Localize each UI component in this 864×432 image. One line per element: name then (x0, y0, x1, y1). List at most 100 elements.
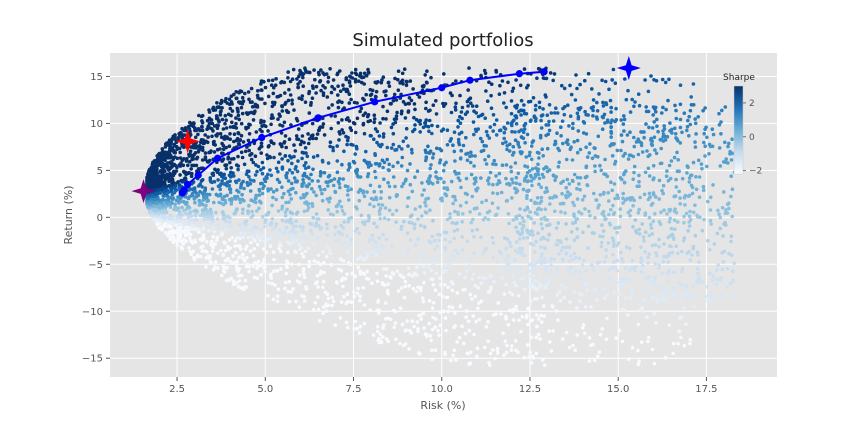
scatter-point (353, 77, 358, 82)
scatter-point (504, 317, 508, 321)
scatter-point (412, 115, 416, 120)
scatter-point (155, 208, 159, 212)
scatter-point (414, 266, 419, 270)
scatter-point (509, 165, 513, 169)
scatter-point (380, 281, 385, 285)
scatter-point (689, 183, 694, 188)
scatter-point (534, 239, 538, 244)
scatter-point (660, 77, 665, 82)
scatter-point (450, 221, 455, 225)
scatter-point (382, 177, 386, 181)
scatter-point (438, 158, 443, 162)
scatter-point (259, 120, 263, 125)
scatter-point (587, 359, 592, 363)
scatter-point (405, 231, 410, 235)
scatter-point (646, 89, 651, 94)
scatter-point (188, 236, 192, 240)
scatter-point (656, 129, 660, 134)
scatter-point (680, 283, 684, 287)
scatter-point (346, 135, 350, 140)
scatter-point (495, 182, 500, 186)
scatter-point (266, 281, 271, 285)
scatter-point (456, 125, 460, 129)
scatter-point (688, 122, 693, 127)
scatter-point (525, 193, 529, 198)
scatter-point (564, 222, 568, 226)
scatter-point (494, 174, 498, 178)
scatter-point (286, 289, 291, 294)
scatter-point (323, 290, 328, 295)
scatter-point (239, 133, 244, 138)
scatter-point (306, 205, 311, 210)
scatter-point (381, 104, 385, 109)
scatter-point (290, 77, 295, 81)
scatter-point (249, 240, 253, 245)
scatter-point (424, 156, 429, 161)
scatter-point (408, 238, 413, 242)
scatter-point (535, 212, 540, 216)
scatter-point (503, 127, 508, 131)
scatter-point (290, 161, 294, 166)
scatter-point (528, 232, 532, 237)
scatter-point (325, 245, 330, 249)
scatter-point (510, 89, 515, 93)
scatter-point (271, 297, 276, 302)
scatter-point (517, 145, 522, 149)
scatter-point (536, 162, 540, 167)
x-tick-label: 12.5 (519, 384, 541, 395)
scatter-point (646, 166, 651, 171)
scatter-point (363, 111, 368, 115)
scatter-point (241, 252, 245, 257)
scatter-point (646, 339, 650, 344)
scatter-point (511, 218, 515, 222)
scatter-point (311, 133, 315, 137)
scatter-point (381, 116, 385, 121)
scatter-point (289, 187, 293, 192)
scatter-point (678, 196, 682, 200)
scatter-point (358, 71, 363, 76)
scatter-point (483, 158, 487, 162)
scatter-point (463, 112, 468, 116)
scatter-point (623, 280, 627, 284)
scatter-point (147, 170, 151, 175)
scatter-point (196, 167, 201, 171)
scatter-point (165, 141, 169, 145)
scatter-point (477, 212, 482, 216)
scatter-point (200, 178, 205, 182)
scatter-point (560, 337, 565, 341)
scatter-point (197, 144, 201, 149)
scatter-point (520, 315, 525, 319)
scatter-point (494, 133, 499, 137)
scatter-point (362, 303, 367, 307)
scatter-point (683, 203, 687, 207)
scatter-point (310, 121, 315, 126)
scatter-point (499, 190, 504, 195)
scatter-point (426, 265, 431, 270)
scatter-point (470, 153, 474, 158)
scatter-point (210, 127, 214, 131)
scatter-point (416, 217, 420, 221)
scatter-point (502, 236, 507, 240)
scatter-point (189, 123, 193, 127)
scatter-point (652, 277, 657, 282)
scatter-point (471, 217, 475, 222)
scatter-point (422, 188, 426, 192)
scatter-point (300, 182, 305, 186)
scatter-point (338, 316, 343, 320)
scatter-point (442, 309, 446, 314)
scatter-point (598, 332, 603, 337)
scatter-point (205, 239, 209, 244)
scatter-point (216, 251, 220, 255)
scatter-point (379, 196, 383, 200)
scatter-point (482, 345, 487, 350)
scatter-point (406, 266, 411, 271)
scatter-point (233, 179, 238, 184)
scatter-point (313, 77, 317, 82)
scatter-point (666, 260, 670, 264)
scatter-point (388, 317, 393, 322)
scatter-point (349, 187, 354, 191)
scatter-point (261, 261, 265, 265)
scatter-point (519, 98, 524, 103)
scatter-point (579, 276, 583, 280)
scatter-point (470, 194, 475, 199)
